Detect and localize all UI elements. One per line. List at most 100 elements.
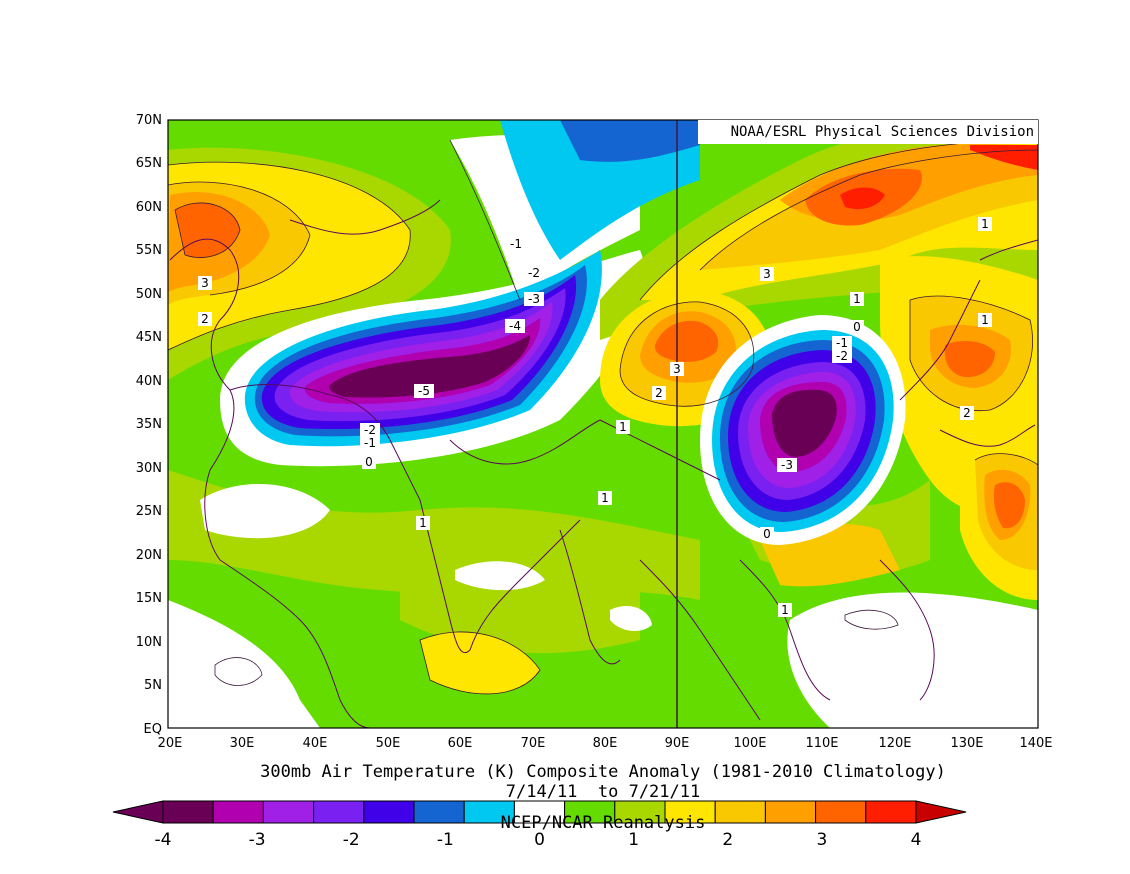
svg-text:-2: -2	[528, 266, 540, 280]
lat-tick-label: 10N	[136, 635, 162, 650]
contour-label: 1	[850, 292, 864, 306]
colorbar-tick-label: 2	[722, 830, 733, 850]
svg-text:-2: -2	[836, 349, 848, 363]
contour-label: 2	[198, 312, 212, 326]
colorbar-tick-label: -4	[155, 830, 172, 850]
svg-text:-2: -2	[364, 423, 376, 437]
lon-tick-label: 110E	[805, 736, 838, 751]
map-plot-area	[168, 120, 1038, 728]
lat-tick-label: 45N	[136, 330, 162, 345]
svg-text:-1: -1	[836, 336, 848, 350]
contour-label: 1	[978, 313, 992, 327]
contour-label: 0	[362, 455, 376, 469]
longitude-axis: 20E 30E 40E 50E 60E 70E 80E 90E 100E 110…	[158, 736, 1053, 751]
svg-text:-1: -1	[510, 237, 522, 251]
colorbar-swatch	[313, 800, 365, 824]
contour-label: -2	[524, 266, 544, 280]
lon-tick-label: 120E	[878, 736, 911, 751]
contour-label: 3	[198, 276, 212, 290]
colorbar-tick-label: -2	[343, 830, 360, 850]
colorbar-tick-label: 0	[534, 830, 545, 850]
contour-label: -3	[524, 292, 544, 306]
lon-tick-label: 130E	[950, 736, 983, 751]
contour-label: -5	[414, 384, 434, 398]
lat-tick-label: 25N	[136, 504, 162, 519]
svg-text:3: 3	[763, 267, 771, 281]
contour-label: 2	[652, 386, 666, 400]
contour-label: 2	[960, 406, 974, 420]
lat-tick-label: EQ	[144, 722, 162, 737]
contour-label: 1	[778, 603, 792, 617]
lon-tick-label: 70E	[521, 736, 546, 751]
svg-text:-3: -3	[528, 292, 540, 306]
lon-tick-label: 80E	[593, 736, 618, 751]
svg-text:1: 1	[619, 420, 627, 434]
colorbar-tick-label: 4	[911, 830, 922, 850]
colorbar	[112, 800, 967, 824]
contour-label: -3	[777, 458, 797, 472]
contour-label: -1	[360, 436, 380, 450]
contour-label: 3	[760, 267, 774, 281]
svg-text:-5: -5	[418, 384, 430, 398]
svg-text:0: 0	[853, 320, 861, 334]
colorbar-swatch	[162, 800, 214, 824]
coastlines	[169, 199, 1038, 728]
colorbar-labels: -4 -3 -2 -1 0 1 2 3 4	[155, 830, 922, 850]
lon-tick-label: 90E	[665, 736, 690, 751]
lon-tick-label: 60E	[448, 736, 473, 751]
plot-frame	[167, 119, 1039, 729]
contour-label: 0	[760, 527, 774, 541]
colorbar-swatch	[865, 800, 917, 824]
contour-label: 1	[978, 217, 992, 231]
colorbar-high-arrow	[915, 800, 967, 824]
contour-label: 1	[598, 491, 612, 505]
svg-text:1: 1	[981, 313, 989, 327]
lat-tick-label: 20N	[136, 548, 162, 563]
svg-text:2: 2	[201, 312, 209, 326]
svg-text:1: 1	[781, 603, 789, 617]
svg-text:1: 1	[419, 516, 427, 530]
contour-label: -1	[832, 336, 852, 350]
contour-lines	[168, 139, 1038, 695]
lon-tick-label: 140E	[1019, 736, 1052, 751]
lat-tick-label: 15N	[136, 591, 162, 606]
contour-label: -2	[360, 423, 380, 437]
colorbar-low-arrow	[112, 800, 164, 824]
svg-text:0: 0	[763, 527, 771, 541]
contour-label: -4	[505, 319, 525, 333]
svg-text:2: 2	[655, 386, 663, 400]
colorbar-swatch	[764, 800, 817, 824]
svg-text:-3: -3	[781, 458, 793, 472]
credit-label: NOAA/ESRL Physical Sciences Division	[731, 124, 1034, 140]
data-source-label: NCEP/NCAR Reanalysis	[501, 813, 706, 833]
svg-text:-1: -1	[364, 436, 376, 450]
map-title: 300mb Air Temperature (K) Composite Anom…	[260, 762, 946, 782]
lat-tick-label: 35N	[136, 417, 162, 432]
lat-tick-label: 70N	[136, 113, 162, 128]
contour-label: 1	[616, 420, 630, 434]
contour-label: 0	[850, 320, 864, 334]
svg-text:-4: -4	[509, 319, 521, 333]
lat-tick-label: 50N	[136, 287, 162, 302]
lat-tick-label: 40N	[136, 374, 162, 389]
latitude-axis: 70N 65N 60N 55N 50N 45N 40N 35N 30N 25N …	[136, 113, 162, 737]
contour-label: -2	[832, 349, 852, 363]
colorbar-swatch	[714, 800, 766, 824]
lon-tick-label: 50E	[376, 736, 401, 751]
lat-tick-label: 60N	[136, 200, 162, 215]
colorbar-swatch	[413, 800, 465, 824]
colorbar-swatch	[363, 800, 415, 824]
contour-label: 1	[416, 516, 430, 530]
colorbar-tick-label: 1	[628, 830, 639, 850]
colorbar-swatch	[262, 800, 315, 824]
lon-tick-label: 100E	[733, 736, 766, 751]
svg-text:1: 1	[981, 217, 989, 231]
colorbar-swatch	[815, 800, 867, 824]
svg-text:3: 3	[201, 276, 209, 290]
svg-text:2: 2	[963, 406, 971, 420]
lon-tick-label: 30E	[230, 736, 255, 751]
lat-tick-label: 65N	[136, 156, 162, 171]
lat-tick-label: 55N	[136, 243, 162, 258]
svg-text:0: 0	[365, 455, 373, 469]
lon-tick-label: 40E	[303, 736, 328, 751]
